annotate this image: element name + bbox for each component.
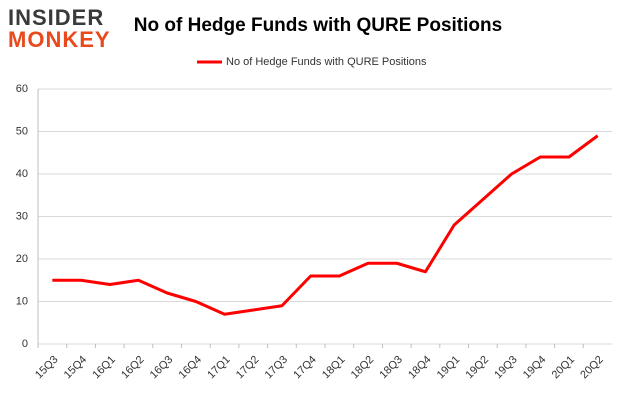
logo-top: INSIDER xyxy=(8,5,104,30)
x-tick-label: 20Q1 xyxy=(550,354,578,382)
x-tick-label: 17Q3 xyxy=(263,354,291,382)
x-tick-label: 18Q3 xyxy=(377,354,405,382)
logo-bottom: MONKEY xyxy=(8,27,111,52)
legend-label: No of Hedge Funds with QURE Positions xyxy=(226,56,427,68)
y-tick-label: 40 xyxy=(16,168,28,180)
x-tick-label: 19Q2 xyxy=(464,354,492,382)
y-tick-label: 50 xyxy=(16,125,28,137)
x-tick-label: 19Q3 xyxy=(492,354,520,382)
x-tick-label: 17Q1 xyxy=(205,354,233,382)
x-tick-label: 18Q4 xyxy=(406,354,434,382)
x-tick-label: 16Q4 xyxy=(177,354,205,382)
x-tick-label: 16Q1 xyxy=(90,354,118,382)
data-line xyxy=(52,134,599,316)
y-tick-label: 20 xyxy=(16,253,28,265)
x-tick-label: 16Q2 xyxy=(119,354,147,382)
y-tick-label: 60 xyxy=(16,83,28,95)
x-tick-label: 16Q3 xyxy=(148,354,176,382)
x-tick-label: 15Q4 xyxy=(62,354,90,382)
x-tick-label: 20Q2 xyxy=(578,354,606,382)
y-tick-label: 0 xyxy=(22,338,28,350)
chart-title: No of Hedge Funds with QURE Positions xyxy=(134,15,502,36)
x-tick-label: 17Q2 xyxy=(234,354,262,382)
y-tick-label: 10 xyxy=(16,295,28,307)
x-tick-label: 15Q3 xyxy=(33,354,61,382)
x-tick-label: 18Q2 xyxy=(349,354,377,382)
x-tick-label: 19Q1 xyxy=(435,354,463,382)
x-tick-label: 18Q1 xyxy=(320,354,348,382)
y-tick-label: 30 xyxy=(16,210,28,222)
x-tick-label: 17Q4 xyxy=(291,354,319,382)
x-tick-label: 19Q4 xyxy=(521,354,549,382)
